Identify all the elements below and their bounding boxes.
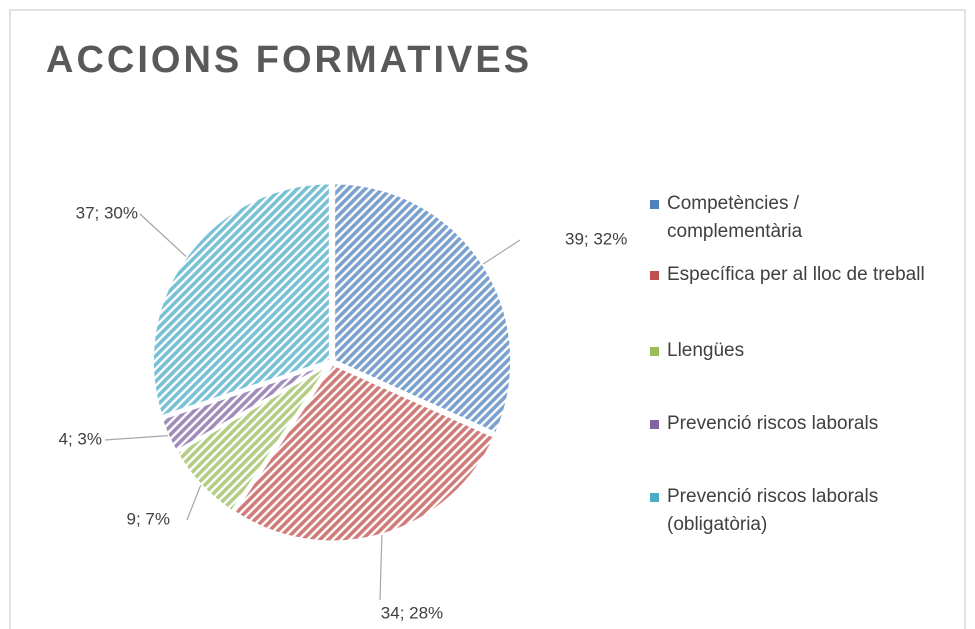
leader-line	[186, 484, 202, 521]
legend-item: Específica per al lloc de treball	[650, 261, 960, 289]
data-label: 34; 28%	[381, 603, 443, 622]
chart-title: ACCIONS FORMATIVES	[46, 39, 532, 81]
data-label: 9; 7%	[127, 509, 170, 528]
legend-swatch	[650, 420, 659, 429]
legend-label: Competències / complementària	[667, 193, 803, 242]
chart-border	[9, 9, 966, 629]
leader-line	[482, 239, 521, 265]
pie-slice	[150, 181, 332, 419]
legend-label: Prevenció riscos laborals (obligatòria)	[667, 486, 879, 535]
legend-label: Específica per al lloc de treball	[667, 264, 925, 285]
legend-item: Competències / complementària	[650, 190, 830, 246]
legend-item: Llengües	[650, 337, 960, 365]
legend-item: Prevenció riscos laborals (obligatòria)	[650, 483, 900, 539]
leader-line	[139, 213, 187, 258]
data-label: 4; 3%	[59, 429, 102, 448]
legend-swatch	[650, 347, 659, 356]
pie-slice	[332, 181, 514, 436]
legend-swatch	[650, 271, 659, 280]
data-label: 39; 32%	[565, 229, 627, 248]
leader-line	[104, 435, 168, 441]
legend-label: Prevenció riscos laborals	[667, 413, 879, 434]
legend-label: Llengües	[667, 340, 745, 361]
data-label: 37; 30%	[76, 203, 138, 222]
leader-line	[379, 534, 383, 601]
legend-swatch	[650, 493, 659, 502]
legend-swatch	[650, 200, 659, 209]
legend-item: Prevenció riscos laborals	[650, 410, 960, 438]
